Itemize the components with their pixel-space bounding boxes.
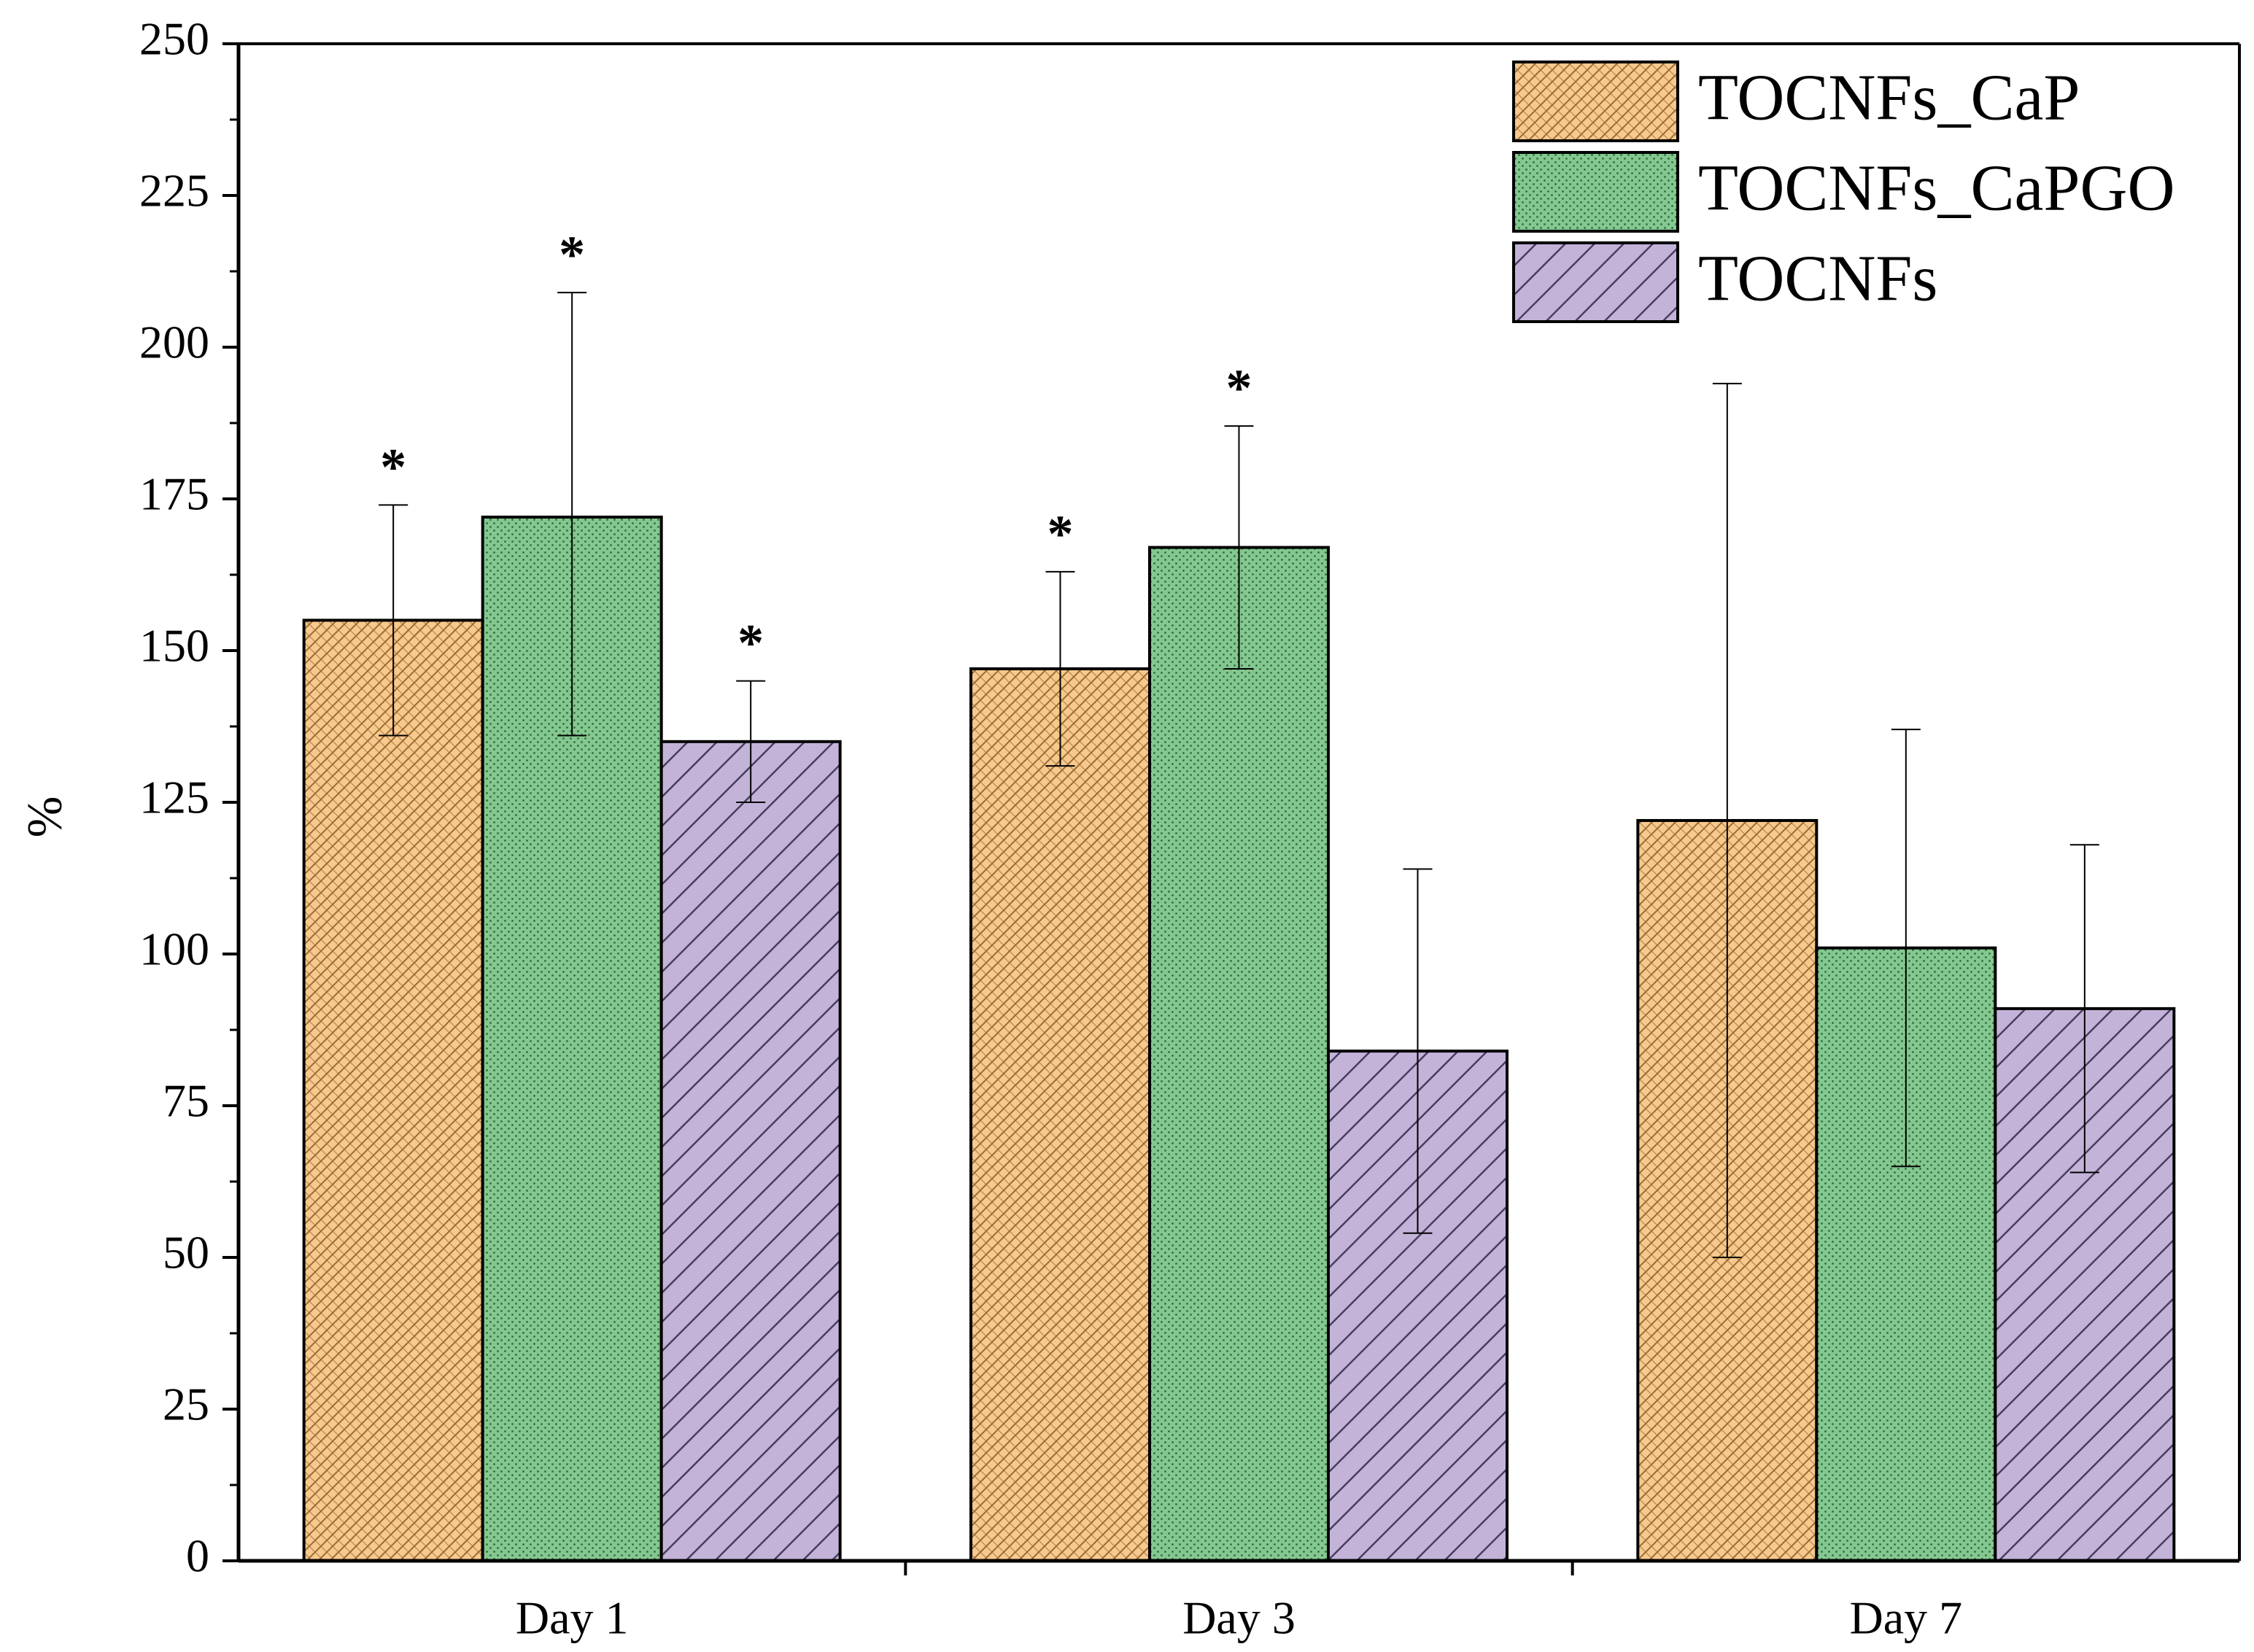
y-tick-label: 125 [139, 772, 209, 823]
y-tick-label: 200 [139, 317, 209, 368]
legend-label: TOCNFs_CaP [1698, 62, 2080, 134]
y-tick-label: 100 [139, 923, 209, 975]
bar [1148, 546, 1330, 1562]
significance-star: * [380, 438, 406, 496]
y-tick-label: 0 [186, 1530, 209, 1582]
legend-swatch [1512, 61, 1679, 142]
y-tick-label: 175 [139, 468, 209, 520]
y-tick-label: 150 [139, 620, 209, 672]
y-tick-label: 50 [163, 1227, 209, 1279]
y-tick-label: 250 [139, 13, 209, 65]
x-tick-label: Day 7 [1850, 1592, 1963, 1644]
x-tick-label: Day 3 [1182, 1592, 1296, 1644]
legend-label: TOCNFs [1698, 243, 1937, 315]
y-axis-title: % [17, 796, 72, 838]
bar [969, 667, 1151, 1563]
y-tick-label: 25 [163, 1378, 209, 1430]
legend-swatch [1512, 241, 1679, 323]
plot-area: 0 25 50 75 100 125 150 175 200 225 250 Day 1 Day 3 Da… [139, 13, 2241, 1644]
significance-star: * [559, 225, 585, 284]
y-tick-label: 75 [163, 1075, 209, 1127]
significance-star: * [1047, 505, 1074, 563]
significance-star: * [1226, 359, 1252, 417]
legend-label: TOCNFs_CaPGO [1698, 152, 2174, 225]
significance-star: * [737, 614, 764, 672]
x-tick-label: Day 1 [516, 1592, 629, 1644]
bar [659, 740, 842, 1562]
bar [302, 618, 484, 1562]
legend-swatch [1512, 151, 1679, 233]
y-tick-label: 225 [139, 165, 209, 217]
